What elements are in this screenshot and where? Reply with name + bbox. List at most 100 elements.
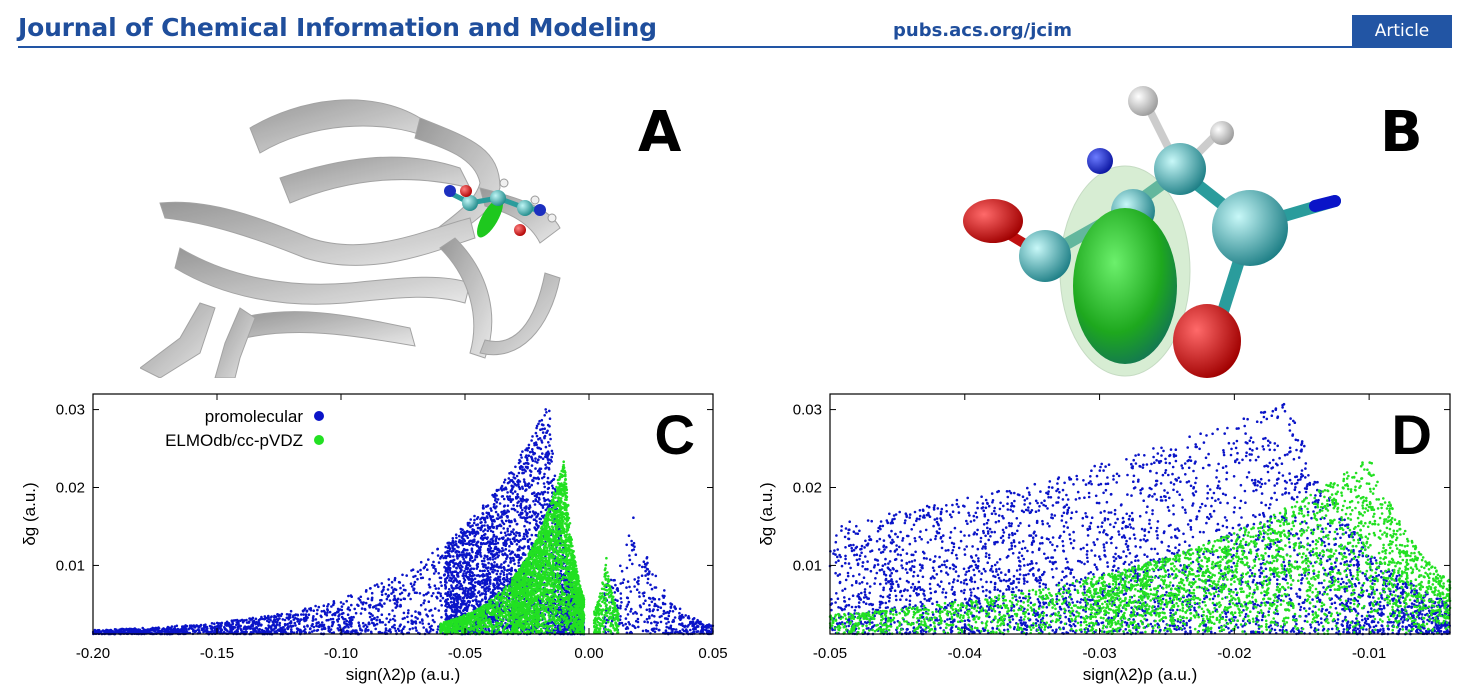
- data-point: [473, 585, 477, 588]
- data-point: [276, 629, 279, 632]
- data-point: [475, 523, 478, 527]
- data-point: [655, 627, 658, 630]
- data-point: [629, 610, 632, 613]
- data-point: [619, 564, 622, 568]
- data-point: [211, 626, 215, 629]
- data-point: [326, 605, 329, 608]
- data-point: [231, 622, 235, 625]
- data-point: [458, 561, 462, 565]
- data-point: [650, 600, 654, 604]
- data-point: [465, 552, 469, 555]
- data-point: [368, 606, 372, 609]
- data-point: [267, 624, 270, 627]
- data-point: [446, 590, 450, 594]
- data-point: [500, 563, 503, 566]
- data-point: [120, 628, 123, 632]
- data-point: [550, 449, 554, 453]
- data-point: [550, 455, 553, 459]
- data-point: [412, 583, 416, 586]
- data-point: [439, 599, 442, 602]
- data-point: [629, 590, 633, 593]
- data-point: [326, 611, 329, 614]
- header-rule: [18, 46, 1452, 48]
- data-point: [543, 490, 547, 494]
- data-point: [482, 533, 486, 537]
- data-point: [491, 522, 494, 526]
- data-point: [701, 625, 704, 628]
- data-point: [545, 411, 548, 414]
- data-point: [290, 628, 293, 631]
- data-point: [686, 630, 689, 633]
- data-point: [281, 626, 285, 629]
- panel-label-b: B: [1380, 100, 1423, 165]
- data-point: [506, 495, 509, 498]
- data-point: [530, 439, 533, 442]
- data-point: [525, 512, 529, 515]
- data-point: [614, 598, 617, 602]
- data-point: [655, 604, 658, 607]
- data-point: [370, 591, 374, 595]
- data-point: [252, 628, 256, 632]
- data-point: [330, 605, 333, 608]
- data-point: [454, 542, 458, 546]
- data-point: [665, 622, 668, 625]
- data-point: [630, 549, 634, 552]
- data-point: [475, 517, 479, 521]
- data-point: [626, 603, 630, 606]
- data-point: [621, 624, 625, 627]
- data-point: [462, 572, 465, 575]
- data-point: [326, 608, 330, 612]
- data-point: [620, 601, 623, 604]
- data-point: [393, 594, 396, 598]
- data-point: [355, 629, 358, 632]
- data-point: [502, 527, 506, 530]
- data-point: [200, 627, 204, 630]
- data-point: [528, 485, 532, 489]
- data-point: [444, 587, 447, 590]
- data-point: [293, 621, 297, 625]
- data-point: [515, 522, 519, 526]
- data-point: [402, 584, 405, 587]
- data-point: [625, 586, 628, 589]
- data-point: [540, 514, 544, 518]
- data-point: [534, 511, 537, 514]
- data-point: [440, 604, 444, 607]
- data-point: [520, 556, 523, 560]
- data-point: [455, 554, 459, 558]
- data-point: [437, 591, 441, 595]
- data-point: [263, 615, 267, 618]
- data-point: [513, 477, 517, 480]
- data-point: [482, 585, 485, 589]
- data-point: [537, 524, 540, 528]
- data-point: [385, 597, 389, 601]
- data-point: [492, 568, 495, 571]
- data-point: [644, 599, 647, 602]
- data-point: [131, 631, 134, 634]
- data-point: [414, 626, 417, 629]
- data-point: [350, 595, 354, 598]
- journal-url[interactable]: pubs.acs.org/jcim: [893, 20, 1072, 41]
- data-point: [546, 487, 550, 490]
- data-point: [432, 566, 435, 569]
- data-point: [329, 617, 333, 621]
- data-point: [453, 597, 457, 600]
- data-point: [516, 539, 520, 543]
- data-point: [451, 537, 455, 540]
- data-point: [345, 629, 349, 633]
- data-point: [691, 618, 695, 621]
- data-point: [141, 626, 144, 630]
- data-point: [466, 521, 470, 525]
- data-point: [496, 498, 500, 501]
- data-point: [382, 588, 385, 591]
- data-point: [370, 598, 374, 602]
- data-point: [504, 560, 507, 563]
- data-point: [486, 548, 490, 552]
- data-point: [521, 537, 525, 541]
- data-point: [427, 622, 431, 626]
- data-point: [656, 621, 659, 625]
- data-point: [500, 569, 504, 573]
- data-point: [550, 460, 553, 463]
- data-point: [469, 518, 473, 521]
- data-point: [605, 618, 609, 622]
- data-point: [504, 519, 508, 523]
